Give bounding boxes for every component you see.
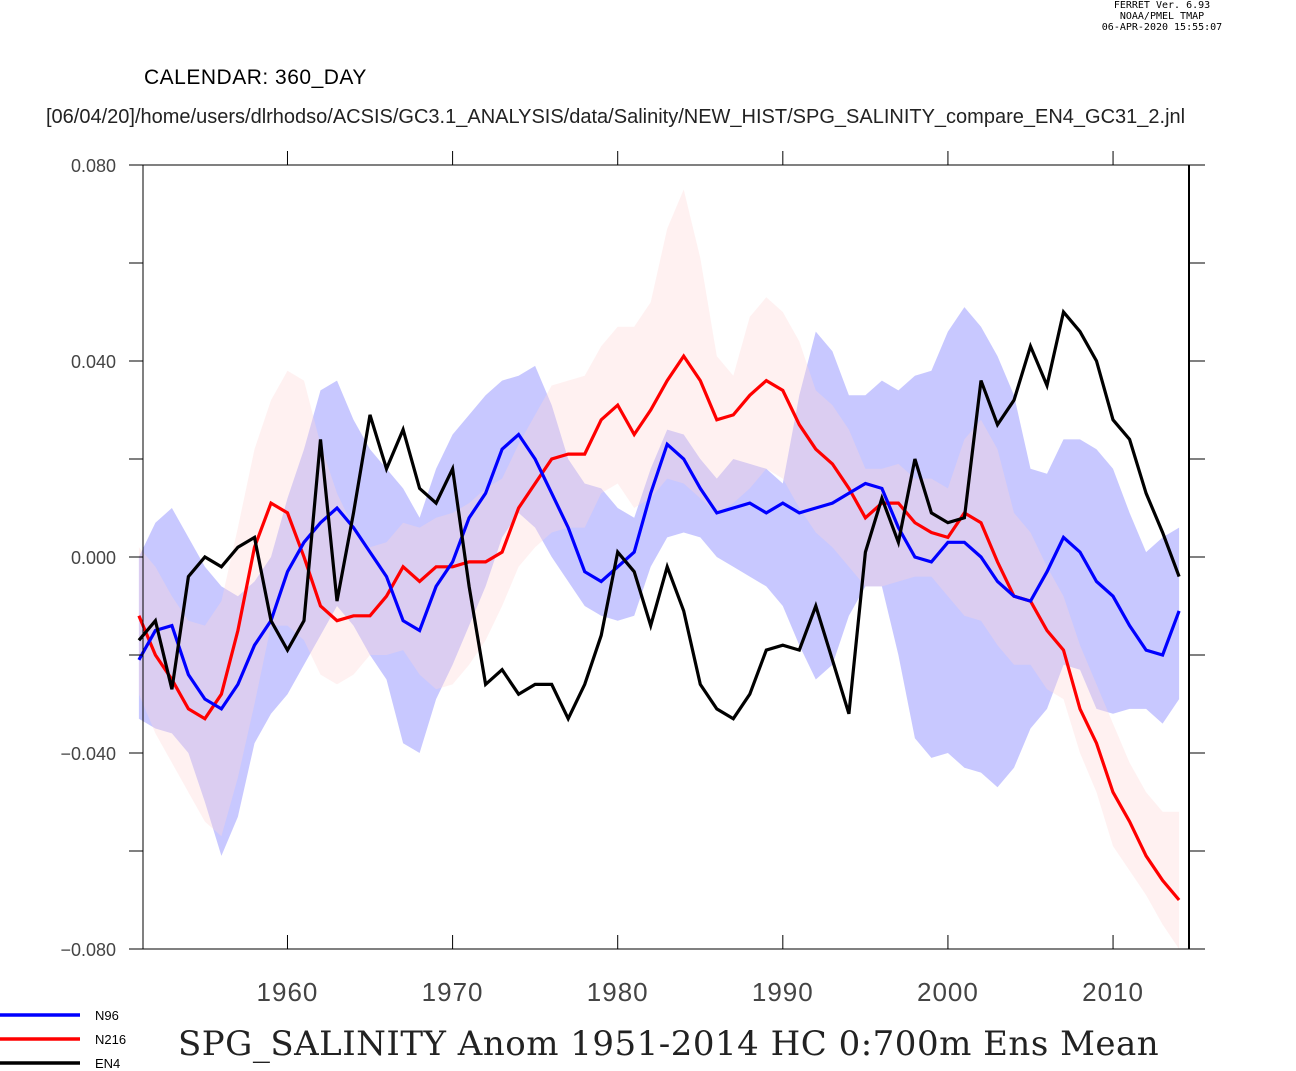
- ferret-timestamp: 06-APR-2020 15:55:07: [1101, 22, 1223, 33]
- x-tick-label: 1980: [587, 977, 649, 1007]
- script-path: [06/04/20]/home/users/dlrhodso/ACSIS/GC3…: [46, 106, 1186, 128]
- legend-label-en4: EN4: [95, 1056, 121, 1071]
- series-line-en4: [137, 308, 1181, 723]
- y-tick-label: −0.040: [60, 744, 116, 764]
- y-tick-label: 0.080: [71, 156, 116, 176]
- ferret-stamp: FERRET Ver. 6.93 NOAA/PMEL TMAP 06-APR-2…: [1062, 0, 1262, 33]
- band-n216: [138, 189, 1180, 949]
- legend-label-n96: N96: [95, 1008, 119, 1023]
- ferret-org: NOAA/PMEL TMAP: [1119, 11, 1205, 22]
- calendar-label: CALENDAR: 360_DAY: [144, 66, 367, 89]
- series-line-n216: [137, 353, 1181, 902]
- x-tick-label: 1960: [257, 977, 319, 1007]
- y-tick-label: −0.080: [60, 940, 116, 960]
- legend-label-n216: N216: [95, 1032, 127, 1047]
- y-tick-label: 0.000: [71, 548, 116, 568]
- y-tick-label: 0.040: [71, 352, 116, 372]
- x-tick-label: 2000: [917, 977, 979, 1007]
- chart-title: SPG_SALINITY Anom 1951-2014 HC 0:700m En…: [178, 1024, 1160, 1064]
- x-tick-label: 1990: [752, 977, 814, 1007]
- x-tick-label: 2010: [1082, 977, 1144, 1007]
- ferret-version: FERRET Ver. 6.93: [1113, 0, 1211, 11]
- band-n96: [138, 307, 1180, 856]
- x-tick-label: 1970: [422, 977, 484, 1007]
